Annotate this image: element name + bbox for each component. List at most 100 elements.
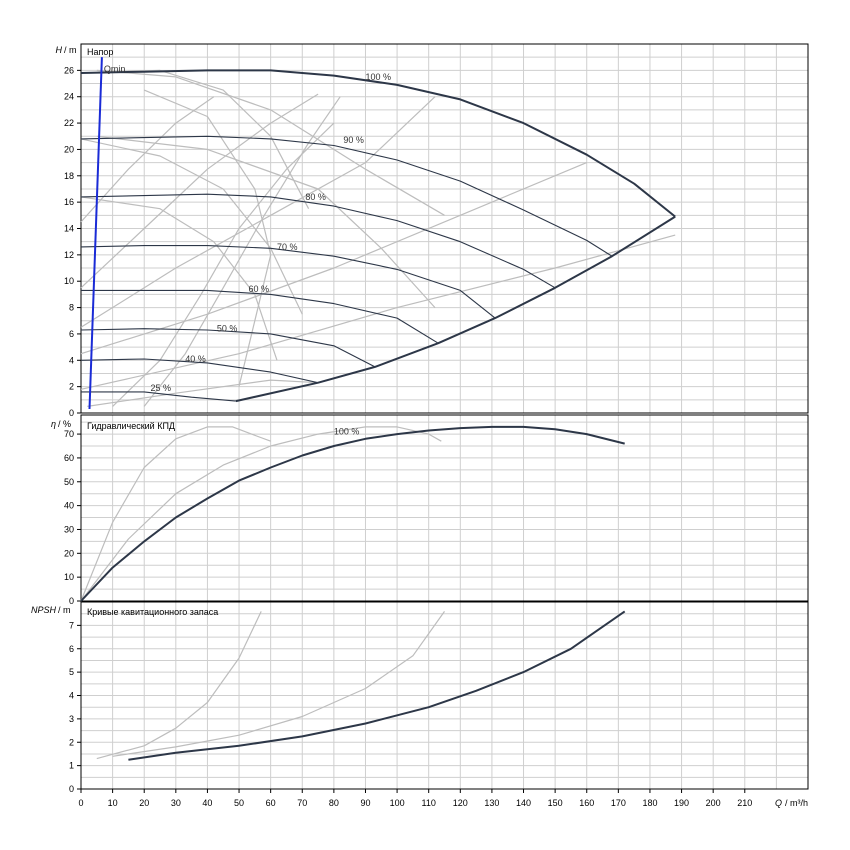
head-grey-curve xyxy=(87,379,319,407)
x-tick-label: 100 xyxy=(390,798,405,808)
efficiency-grey-curve xyxy=(80,426,442,602)
speed-curve-line xyxy=(80,193,556,289)
head-y-tick-label: 6 xyxy=(69,329,74,339)
npsh-main-curve xyxy=(128,610,626,761)
head-y-tick-label: 8 xyxy=(69,303,74,313)
speed-curve-label: 90 % xyxy=(343,135,364,145)
x-tick-label: 150 xyxy=(548,798,563,808)
npsh-y-tick-label: 7 xyxy=(69,620,74,630)
efficiency-y-tick-label: 30 xyxy=(64,524,74,534)
efficiency-y-tick-label: 10 xyxy=(64,572,74,582)
speed-curve-line xyxy=(80,358,319,384)
grid-layer xyxy=(77,43,809,793)
head-grey-curve xyxy=(96,69,445,216)
efficiency-main-curve xyxy=(80,425,625,602)
x-tick-label: 190 xyxy=(674,798,689,808)
x-tick-label: 20 xyxy=(139,798,149,808)
x-tick-label: 70 xyxy=(297,798,307,808)
efficiency-ylabel-unit: / % xyxy=(58,419,71,429)
head-y-tick-label: 18 xyxy=(64,171,74,181)
efficiency-y-tick-label: 20 xyxy=(64,548,74,558)
x-tick-label: 90 xyxy=(360,798,370,808)
x-tick-label: 60 xyxy=(266,798,276,808)
speed-curve-label: 80 % xyxy=(305,192,326,202)
efficiency-y-tick-label: 0 xyxy=(69,596,74,606)
head-grey-curve xyxy=(143,96,341,407)
head-y-tick-label: 26 xyxy=(64,65,74,75)
head-grey-curve xyxy=(143,89,272,387)
efficiency-grey-curve xyxy=(80,426,271,602)
efficiency-panel-title: Гидравлический КПД xyxy=(87,421,175,431)
speed-curve-line xyxy=(80,135,613,257)
npsh-y-tick-label: 0 xyxy=(69,784,74,794)
x-tick-label: 80 xyxy=(329,798,339,808)
speed-curve-label: 70 % xyxy=(277,242,298,252)
speed-curve-line xyxy=(81,289,439,344)
head-grey-curve xyxy=(80,234,676,390)
x-tick-label: 110 xyxy=(422,798,436,808)
npsh-panel-title: Кривые кавитационного запаса xyxy=(87,607,218,617)
efficiency-ylabel-symbol: η xyxy=(51,419,56,429)
head-grey-curve xyxy=(80,162,587,355)
x-axis-label-unit: / m³/h xyxy=(785,798,808,808)
x-tick-label: 30 xyxy=(171,798,181,808)
npsh-grey-curve xyxy=(112,611,445,757)
head-grey-curve xyxy=(80,93,319,289)
qmin-label: Qmin xyxy=(104,64,126,74)
x-tick-label: 120 xyxy=(453,798,468,808)
speed-curve-label: 60 % xyxy=(249,284,270,294)
x-tick-label: 10 xyxy=(108,798,118,808)
x-tick-label: 40 xyxy=(202,798,212,808)
x-tick-label: 160 xyxy=(579,798,594,808)
npsh-y-tick-label: 3 xyxy=(69,714,74,724)
head-y-tick-label: 16 xyxy=(64,197,74,207)
efficiency-y-tick-label: 50 xyxy=(64,477,74,487)
head-grey-curve xyxy=(80,196,278,361)
x-tick-label: 200 xyxy=(706,798,721,808)
efficiency-panel-frame xyxy=(80,414,809,602)
head-y-tick-label: 24 xyxy=(64,92,74,102)
head-grey-curve xyxy=(80,96,436,328)
operating-envelope-line xyxy=(235,215,676,403)
npsh-y-tick-label: 2 xyxy=(69,737,74,747)
npsh-y-tick-label: 5 xyxy=(69,667,74,677)
x-tick-label: 210 xyxy=(737,798,752,808)
x-tick-label: 50 xyxy=(234,798,244,808)
head-grey-curve xyxy=(96,135,436,309)
npsh-ylabel-unit: / m xyxy=(58,605,71,615)
speed-curve-line xyxy=(80,328,376,368)
head-y-tick-label: 4 xyxy=(69,355,74,365)
head-y-tick-label: 10 xyxy=(64,276,74,286)
x-tick-label: 0 xyxy=(78,798,83,808)
npsh-y-tick-label: 1 xyxy=(69,761,74,771)
speed-curve-label: 50 % xyxy=(217,324,238,334)
head-ylabel-unit: / m xyxy=(64,45,77,55)
text-layer: Напор Гидравлический КПД Кривые кавитаци… xyxy=(31,45,808,808)
curves-layer xyxy=(80,57,676,761)
npsh-y-tick-label: 6 xyxy=(69,644,74,654)
efficiency-y-tick-label: 60 xyxy=(64,453,74,463)
qmin-line xyxy=(88,57,103,410)
speed-curve-label: 40 % xyxy=(185,354,206,364)
efficiency-curve-label: 100 % xyxy=(334,427,360,437)
head-grey-curve xyxy=(80,96,215,223)
head-y-tick-label: 0 xyxy=(69,408,74,418)
npsh-ylabel-symbol: NPSH xyxy=(31,605,57,615)
head-y-tick-label: 2 xyxy=(69,382,74,392)
head-grey-curve xyxy=(80,138,303,315)
speed-curve-label: 100 % xyxy=(365,72,391,82)
efficiency-y-tick-label: 70 xyxy=(64,429,74,439)
x-tick-label: 170 xyxy=(611,798,626,808)
head-panel-title: Напор xyxy=(87,47,113,57)
npsh-grey-curve xyxy=(96,611,262,760)
speed-curve-line xyxy=(80,69,676,218)
x-tick-label: 130 xyxy=(484,798,499,808)
head-y-tick-label: 22 xyxy=(64,118,74,128)
x-tick-label: 140 xyxy=(516,798,531,808)
x-axis-label-symbol: Q xyxy=(775,798,782,808)
head-grey-curve xyxy=(112,122,335,407)
speed-curve-label: 25 % xyxy=(151,383,172,393)
head-y-tick-label: 14 xyxy=(64,224,74,234)
speed-curve-line xyxy=(81,391,236,402)
